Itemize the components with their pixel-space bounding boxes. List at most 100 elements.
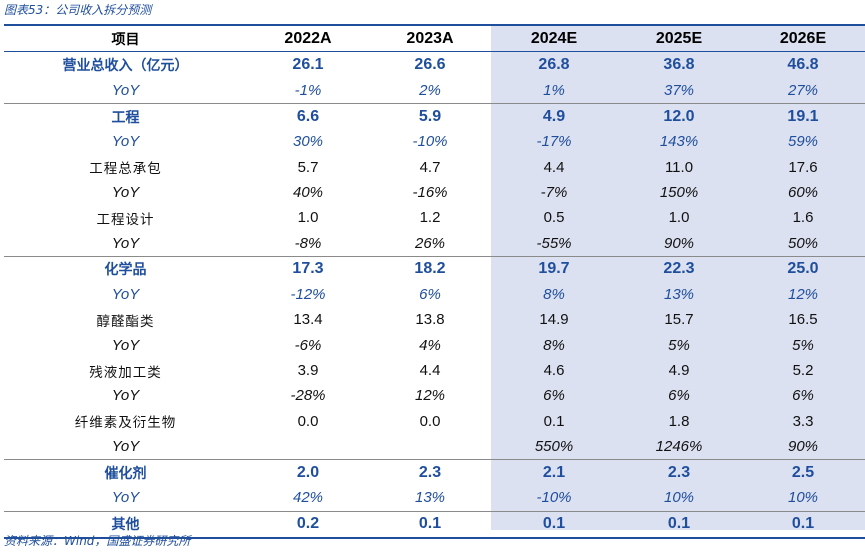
table-cell: 10% bbox=[787, 489, 819, 507]
table-cell: 1.8 bbox=[668, 412, 690, 430]
table-row: 工程总承包 5.7 4.7 4.4 11.0 17.6 bbox=[4, 154, 865, 179]
table-cell: 5% bbox=[792, 336, 814, 354]
table-cell: 5% bbox=[668, 336, 690, 354]
table-row: 残液加工类 3.9 4.4 4.6 4.9 5.2 bbox=[4, 358, 865, 383]
row-label: 残液加工类 bbox=[89, 364, 162, 381]
table-cell: 3.3 bbox=[792, 412, 814, 430]
table-row: 工程设计 1.0 1.2 0.5 1.0 1.6 bbox=[4, 205, 865, 230]
table-row: 营业总收入（亿元） 26.1 26.6 26.8 36.8 46.8 bbox=[4, 51, 865, 78]
table-cell: 4.4 bbox=[543, 158, 565, 176]
table-cell bbox=[247, 434, 369, 460]
row-label: 醇醛酯类 bbox=[96, 313, 155, 330]
table-cell: 26% bbox=[414, 234, 446, 252]
table-cell: 13.8 bbox=[415, 311, 445, 329]
row-label: 营业总收入（亿元） bbox=[62, 57, 189, 74]
row-label: YoY bbox=[111, 489, 140, 507]
table-cell: 13.4 bbox=[293, 311, 323, 329]
table-cell: 0.0 bbox=[419, 412, 441, 430]
row-label: 工程设计 bbox=[96, 211, 155, 228]
table-cell: 1.0 bbox=[297, 209, 319, 227]
figure-caption: 图表53：公司收入拆分预测 bbox=[4, 3, 152, 17]
table-cell: 0.1 bbox=[791, 515, 815, 533]
table-row: YoY -8% 26% -55% 90% 50% bbox=[4, 230, 865, 256]
table-cell: 26.8 bbox=[538, 55, 570, 73]
table-cell: 14.9 bbox=[539, 311, 569, 329]
table-cell: 4.4 bbox=[419, 362, 441, 379]
table-cell: -28% bbox=[290, 387, 326, 405]
row-label: YoY bbox=[111, 81, 140, 99]
table-cell: 8% bbox=[543, 286, 565, 304]
table-cell: 12% bbox=[414, 387, 446, 405]
table-cell: 4.6 bbox=[543, 362, 565, 379]
table-cell: 90% bbox=[787, 437, 819, 455]
table-cell: 6% bbox=[668, 387, 690, 405]
row-label: YoY bbox=[111, 437, 140, 455]
table-row: 化学品 17.3 18.2 19.7 22.3 25.0 bbox=[4, 256, 865, 282]
forecast-shading bbox=[491, 24, 865, 530]
table-cell: 30% bbox=[292, 133, 324, 151]
table-row: YoY -12% 6% 8% 13% 12% bbox=[4, 282, 865, 307]
table-cell: -55% bbox=[536, 234, 572, 252]
header-col-2026e: 2026E bbox=[779, 29, 827, 47]
table-row: YoY 550% 1246% 90% bbox=[4, 434, 865, 460]
table-cell: 42% bbox=[292, 489, 324, 507]
row-label: 化学品 bbox=[104, 262, 147, 279]
table-cell: 59% bbox=[787, 133, 819, 151]
table-cell: 46.8 bbox=[787, 55, 819, 73]
header-col-2024e: 2024E bbox=[530, 29, 578, 47]
table-cell: 2.5 bbox=[791, 463, 815, 481]
table-row: 催化剂 2.0 2.3 2.1 2.3 2.5 bbox=[4, 459, 865, 486]
table-cell: 4% bbox=[419, 336, 441, 354]
table-cell: 5.7 bbox=[297, 158, 319, 176]
table-cell: -17% bbox=[536, 133, 572, 151]
table-cell: 15.7 bbox=[664, 311, 694, 329]
table-cell: -7% bbox=[540, 183, 568, 201]
row-label: YoY bbox=[111, 336, 140, 354]
table-cell: 19.7 bbox=[538, 260, 570, 278]
table-cell: -6% bbox=[294, 336, 322, 354]
table-cell: 4.7 bbox=[419, 158, 441, 176]
header-col-2022a: 2022A bbox=[284, 29, 332, 47]
table-cell: 27% bbox=[787, 81, 819, 99]
header-col-2025e: 2025E bbox=[655, 29, 703, 47]
row-label: 工程 bbox=[111, 109, 140, 126]
table-cell: 0.1 bbox=[667, 515, 691, 533]
table-cell: 11.0 bbox=[664, 158, 694, 176]
table-cell: 0.5 bbox=[543, 209, 565, 227]
table-cell: 12.0 bbox=[663, 107, 695, 125]
table-cell: 6.6 bbox=[296, 107, 320, 125]
table-cell: 26.1 bbox=[292, 55, 324, 73]
table-cell: 18.2 bbox=[414, 260, 446, 278]
header-col-2023a: 2023A bbox=[406, 29, 454, 47]
table-cell: 5.2 bbox=[792, 362, 814, 379]
table-cell: -1% bbox=[294, 81, 322, 99]
table-cell: 2.1 bbox=[542, 463, 566, 481]
row-label: YoY bbox=[111, 183, 140, 201]
table-cell: 17.6 bbox=[788, 158, 818, 176]
table-cell: -10% bbox=[536, 489, 572, 507]
table-row: YoY 40% -16% -7% 150% 60% bbox=[4, 180, 865, 205]
table-cell: 1% bbox=[543, 81, 565, 99]
table-cell: 26.6 bbox=[414, 55, 446, 73]
table-cell: -12% bbox=[290, 286, 326, 304]
table-cell: 1.6 bbox=[792, 209, 814, 227]
table-cell: 6% bbox=[792, 387, 814, 405]
table-cell: 60% bbox=[787, 183, 819, 201]
table-cell: -16% bbox=[412, 183, 448, 201]
table-cell: 2% bbox=[419, 81, 441, 99]
row-label: YoY bbox=[111, 234, 140, 252]
table-cell: 1.2 bbox=[419, 209, 441, 227]
table-cell: -8% bbox=[294, 234, 322, 252]
header-label: 项目 bbox=[111, 31, 140, 48]
table-cell: 0.1 bbox=[543, 412, 565, 430]
row-label: YoY bbox=[111, 133, 140, 151]
table-cell: 90% bbox=[663, 234, 695, 252]
row-label: 纤维素及衍生物 bbox=[74, 415, 177, 432]
table-cell: 4.9 bbox=[542, 107, 566, 125]
revenue-breakdown-table: 项目 2022A 2023A 2024E 2025E 2026E 营业总收入（亿… bbox=[4, 24, 865, 539]
table-cell bbox=[369, 434, 491, 460]
table-cell: 8% bbox=[543, 336, 565, 354]
table-cell: 550% bbox=[534, 437, 574, 455]
table-cell: 1246% bbox=[655, 437, 703, 455]
table-row: 其他 0.2 0.1 0.1 0.1 0.1 bbox=[4, 511, 865, 538]
